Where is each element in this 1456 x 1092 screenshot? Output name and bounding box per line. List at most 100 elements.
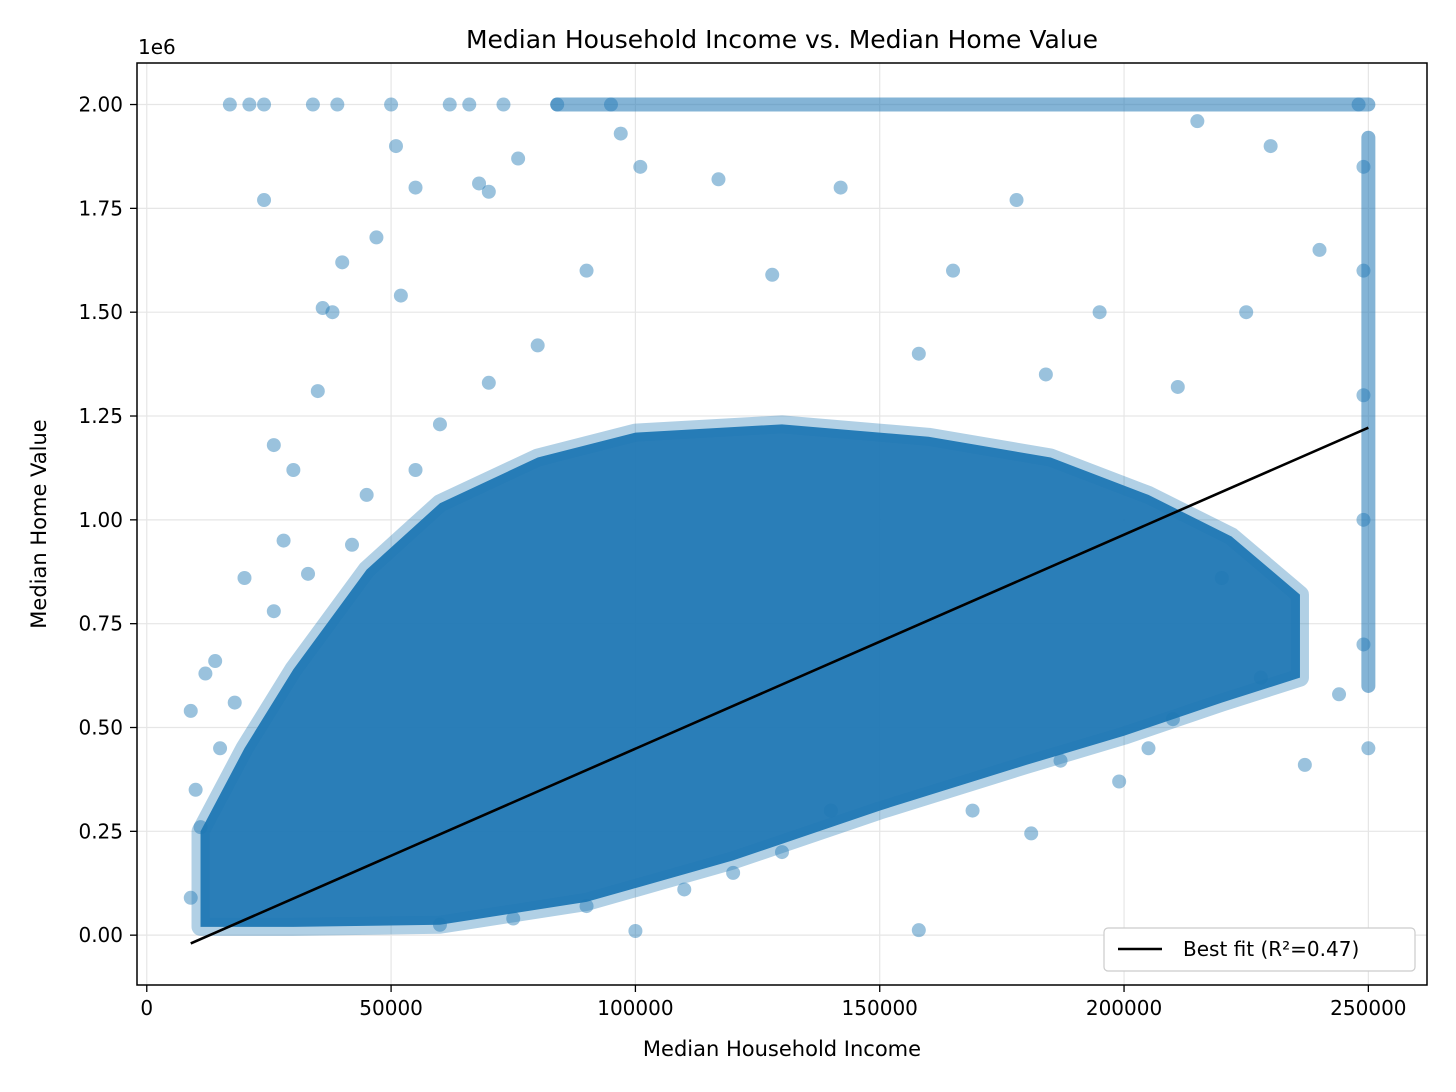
scatter-point xyxy=(310,384,325,399)
scatter-point xyxy=(276,533,291,548)
scatter-point xyxy=(325,305,340,320)
scatter-point xyxy=(393,288,408,303)
scatter-point xyxy=(242,97,257,112)
scatter-point xyxy=(227,695,242,710)
scatter-point xyxy=(432,417,447,432)
scatter-point xyxy=(222,97,237,112)
scatter-point xyxy=(481,184,496,199)
scatter-point xyxy=(633,159,648,174)
scatter-point xyxy=(301,566,316,581)
scatter-point xyxy=(257,97,272,112)
x-tick-label: 200000 xyxy=(1086,996,1162,1020)
chart-title: Median Household Income vs. Median Home … xyxy=(466,25,1098,54)
scatter-point xyxy=(1361,741,1376,756)
scatter-point xyxy=(1165,712,1180,727)
y-tick-label: 0.25 xyxy=(78,819,123,843)
dense-region xyxy=(191,415,1309,936)
best-fit-line xyxy=(190,426,1369,945)
scatter-point xyxy=(1332,687,1347,702)
x-tick-label: 50000 xyxy=(359,996,423,1020)
scatter-point xyxy=(1009,193,1024,208)
scatter-point xyxy=(266,438,281,453)
scatter-point xyxy=(335,255,350,270)
y-tick-label: 1.50 xyxy=(78,300,123,324)
scatter-point xyxy=(384,97,399,112)
x-tick-label: 100000 xyxy=(597,996,673,1020)
plot-frame xyxy=(136,62,1428,986)
scatter-point xyxy=(183,890,198,905)
y-tick-label: 0.00 xyxy=(78,923,123,947)
scatter-point xyxy=(442,97,457,112)
scatter-point xyxy=(237,570,252,585)
x-tick-label: 250000 xyxy=(1330,996,1406,1020)
scatter-point xyxy=(823,803,838,818)
scatter-point xyxy=(833,180,848,195)
scatter-point xyxy=(1239,305,1254,320)
scatter-point xyxy=(506,911,521,926)
scatter-point xyxy=(496,97,511,112)
scatter-point xyxy=(213,741,228,756)
scatter-points xyxy=(183,97,1376,939)
scatter-point xyxy=(677,882,692,897)
scatter-point xyxy=(408,463,423,478)
scatter-point xyxy=(613,126,628,141)
scatter-point xyxy=(1053,753,1068,768)
scatter-point xyxy=(911,346,926,361)
scatter-point xyxy=(946,263,961,278)
scatter-point xyxy=(330,97,345,112)
y-tick-label: 1.00 xyxy=(78,508,123,532)
y-tick-label: 1.25 xyxy=(78,404,123,428)
y-axis-ticks: 0.00 0.25 0.50 0.75 1.00 1.25 1.50 1.75 2.00 xyxy=(78,93,137,947)
scatter-point xyxy=(579,263,594,278)
scatter-point xyxy=(1263,139,1278,154)
y-axis-label: Median Home Value xyxy=(27,419,51,628)
scatter-point xyxy=(193,820,208,835)
scatter-point xyxy=(472,176,487,191)
x-axis-ticks: 0 50000 100000 150000 200000 250000 xyxy=(140,985,1407,1020)
legend-box xyxy=(1103,927,1416,972)
scatter-point xyxy=(481,375,496,390)
scatter-point xyxy=(965,803,980,818)
scatter-point xyxy=(388,139,403,154)
scatter-point xyxy=(1038,367,1053,382)
x-tick-label: 0 xyxy=(140,996,153,1020)
legend-label-best-fit: Best fit (R²=0.47) xyxy=(1183,937,1359,961)
dense-point-cloud xyxy=(191,415,1309,936)
scatter-point xyxy=(286,463,301,478)
scatter-point xyxy=(462,97,477,112)
scatter-point xyxy=(266,604,281,619)
scatter-point xyxy=(305,97,320,112)
scatter-point xyxy=(198,666,213,681)
scatter-point xyxy=(1253,670,1268,685)
scatter-point xyxy=(188,782,203,797)
scatter-point xyxy=(208,654,223,669)
scatter-point xyxy=(765,267,780,282)
scatter-point xyxy=(1141,741,1156,756)
scatter-point xyxy=(408,180,423,195)
x-axis-label: Median Household Income xyxy=(643,1037,921,1061)
legend: Best fit (R²=0.47) xyxy=(1103,927,1416,972)
scatter-point xyxy=(1312,242,1327,257)
scatter-point xyxy=(1092,305,1107,320)
scatter-point xyxy=(1297,757,1312,772)
scatter-point xyxy=(369,230,384,245)
scatter-point xyxy=(775,845,789,860)
scatter-point xyxy=(726,865,741,880)
scatter-point xyxy=(257,193,272,208)
scatter-point xyxy=(711,172,726,187)
scatter-point xyxy=(1190,114,1205,129)
scatter-point xyxy=(1214,570,1229,585)
y-tick-label: 1.75 xyxy=(78,196,123,220)
scatter-point xyxy=(359,487,374,502)
scatter-point xyxy=(511,151,526,166)
scatter-point xyxy=(579,899,594,914)
scatter-point xyxy=(432,917,447,932)
y-axis-offset-text: 1e6 xyxy=(138,35,176,59)
fit-line-layer xyxy=(190,426,1369,945)
y-tick-label: 2.00 xyxy=(78,93,123,117)
scatter-point xyxy=(183,703,198,718)
scatter-point xyxy=(911,923,926,938)
y-tick-label: 0.75 xyxy=(78,612,123,636)
scatter-point xyxy=(1024,826,1039,841)
